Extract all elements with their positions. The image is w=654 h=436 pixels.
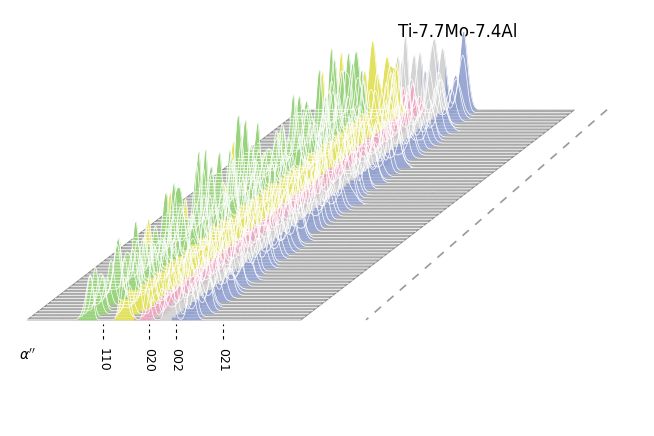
Polygon shape [27,110,574,320]
Text: Ti-7.7Mo-7.4Al: Ti-7.7Mo-7.4Al [398,23,517,41]
Text: 021: 021 [216,348,230,372]
Text: $\alpha''$: $\alpha''$ [19,348,36,363]
Text: 002: 002 [169,348,182,372]
Text: 110: 110 [97,348,109,372]
Text: 020: 020 [142,348,155,372]
